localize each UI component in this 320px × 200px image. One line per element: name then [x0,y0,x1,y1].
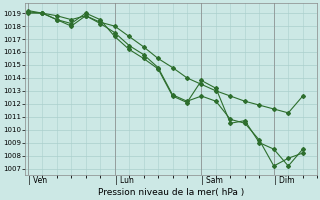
X-axis label: Pression niveau de la mer( hPa ): Pression niveau de la mer( hPa ) [98,188,244,197]
